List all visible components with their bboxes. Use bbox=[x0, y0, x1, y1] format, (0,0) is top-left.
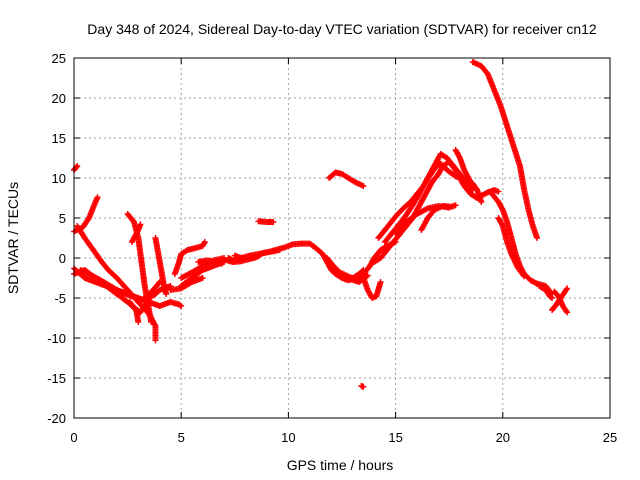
data-point bbox=[270, 219, 277, 225]
series-s26 bbox=[371, 159, 502, 265]
data-point bbox=[218, 260, 225, 267]
chart-title: Day 348 of 2024, Sidereal Day-to-day VTE… bbox=[87, 21, 597, 37]
x-axis-label: GPS time / hours bbox=[287, 457, 394, 473]
data-point bbox=[563, 286, 570, 293]
series-s34 bbox=[495, 215, 528, 280]
x-tick-label: 15 bbox=[388, 430, 402, 445]
series-s32 bbox=[469, 59, 541, 241]
data-point bbox=[201, 239, 208, 245]
series-s33 bbox=[489, 191, 556, 297]
series-s35 bbox=[536, 283, 556, 301]
data-point bbox=[94, 194, 101, 201]
series-s25 bbox=[360, 275, 384, 301]
y-axis-label: SDTVAR / TECUs bbox=[5, 182, 21, 294]
y-tick-label: 5 bbox=[59, 211, 66, 226]
data-point bbox=[255, 253, 262, 260]
y-tick-label: -5 bbox=[54, 291, 66, 306]
data-point bbox=[377, 279, 384, 285]
x-tick-label: 20 bbox=[496, 430, 510, 445]
data-point bbox=[360, 183, 367, 189]
data-point bbox=[137, 221, 144, 228]
data-point bbox=[152, 337, 159, 344]
data-point bbox=[135, 319, 142, 325]
data-point bbox=[74, 163, 81, 169]
series-s20 bbox=[255, 218, 277, 225]
data-point bbox=[520, 272, 527, 279]
data-point bbox=[163, 291, 170, 297]
y-tick-label: 10 bbox=[52, 171, 66, 186]
data-point bbox=[549, 295, 556, 301]
data-point bbox=[534, 235, 541, 241]
series-s01 bbox=[71, 163, 81, 173]
series-s24 bbox=[358, 383, 367, 390]
series-s11 bbox=[156, 299, 185, 309]
series-s10 bbox=[152, 235, 170, 297]
y-tick-label: 20 bbox=[52, 91, 66, 106]
series-s02 bbox=[71, 194, 101, 235]
data-point bbox=[564, 309, 571, 316]
data-point bbox=[360, 383, 367, 390]
x-tick-label: 0 bbox=[70, 430, 77, 445]
data-point bbox=[148, 319, 155, 325]
series-s16 bbox=[167, 275, 206, 293]
axis-ticks: 0 5 10 15 20 25 -20 -15 -10 -5 0 5 10 15 20 25 bbox=[47, 51, 617, 445]
series-s15 bbox=[195, 257, 225, 267]
plot-frame bbox=[73, 57, 611, 419]
y-tick-label: -15 bbox=[47, 371, 66, 386]
data-point bbox=[564, 285, 571, 292]
series-s22 bbox=[328, 265, 371, 285]
y-tick-label: 25 bbox=[52, 51, 66, 66]
data-point bbox=[452, 202, 459, 209]
series-s19 bbox=[221, 253, 262, 265]
series-s08 bbox=[128, 221, 144, 245]
data-point bbox=[478, 199, 485, 205]
series-s31 bbox=[452, 147, 485, 205]
x-tick-label: 5 bbox=[178, 430, 185, 445]
y-tick-label: -20 bbox=[47, 411, 66, 426]
series-s23 bbox=[326, 169, 367, 189]
data-point bbox=[495, 188, 502, 195]
x-tick-label: 10 bbox=[281, 430, 295, 445]
series-s37 bbox=[551, 288, 571, 316]
y-tick-label: 0 bbox=[59, 251, 66, 266]
data-point bbox=[199, 275, 206, 281]
series-s12 bbox=[171, 239, 208, 277]
y-tick-label: 15 bbox=[52, 131, 66, 146]
data-point bbox=[177, 302, 184, 309]
data-point bbox=[364, 272, 371, 279]
data-point bbox=[276, 247, 283, 253]
y-tick-label: -10 bbox=[47, 331, 66, 346]
data-point bbox=[563, 308, 570, 315]
data-marks bbox=[71, 59, 571, 390]
series-s30 bbox=[418, 202, 459, 233]
x-tick-label: 25 bbox=[603, 430, 617, 445]
data-point bbox=[178, 303, 185, 309]
data-point bbox=[548, 294, 555, 301]
data-point bbox=[521, 273, 528, 280]
